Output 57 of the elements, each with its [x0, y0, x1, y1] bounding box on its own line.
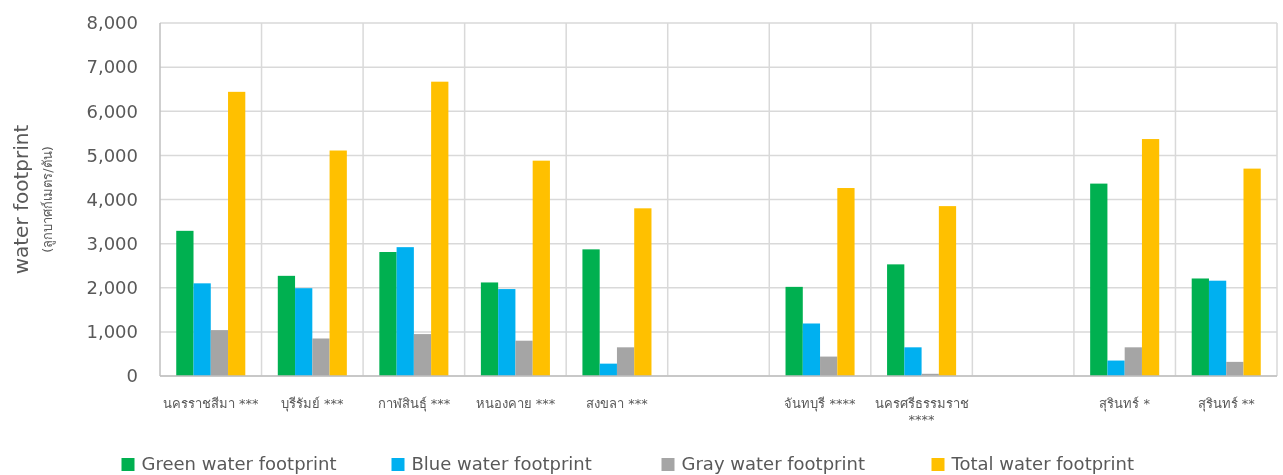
bar — [582, 249, 600, 376]
bar — [1191, 278, 1209, 376]
x-tick-label: กาฬสินธุ์ *** — [377, 396, 451, 412]
bar — [532, 160, 550, 376]
y-tick-label: 4,000 — [86, 188, 138, 210]
y-tick-label: 2,000 — [86, 277, 138, 299]
bar — [820, 356, 838, 376]
bar — [295, 288, 313, 376]
x-tick-label: สงขลา *** — [586, 396, 649, 411]
y-tick-label: 0 — [126, 365, 138, 387]
bar — [1090, 183, 1108, 376]
x-tick-label: นครราชสีมา *** — [162, 396, 260, 411]
bar — [802, 323, 821, 376]
bar — [938, 206, 957, 376]
x-tick-label: บุรีรัมย์ *** — [281, 396, 345, 412]
y-tick-label: 8,000 — [86, 12, 138, 34]
y-tick-label: 7,000 — [86, 56, 138, 78]
bar — [379, 252, 397, 376]
bar — [431, 81, 449, 376]
bar — [176, 230, 194, 376]
bar — [277, 275, 296, 376]
bar — [1208, 280, 1227, 376]
bar — [785, 286, 803, 376]
bar — [887, 264, 905, 376]
bar — [1141, 139, 1160, 376]
bar — [837, 188, 855, 376]
bar — [312, 338, 330, 376]
x-tick-label: จันทบุรี **** — [784, 396, 857, 412]
bar — [228, 91, 246, 376]
legend-label: Blue water footprint — [411, 453, 592, 474]
bar — [1124, 347, 1142, 376]
x-tick-label: สุรินทร์ ** — [1197, 396, 1256, 412]
bar — [616, 347, 635, 376]
legend-label: Green water footprint — [141, 453, 337, 474]
bar — [329, 150, 347, 376]
bar — [396, 247, 414, 376]
bar — [904, 347, 922, 376]
bar — [210, 330, 229, 376]
y-tick-label: 5,000 — [86, 144, 138, 166]
bar — [1107, 360, 1125, 376]
bar — [1243, 168, 1261, 376]
bar — [634, 208, 652, 376]
bar — [193, 283, 211, 376]
bar — [413, 334, 432, 376]
x-tick-label: หนองคาย *** — [475, 396, 556, 411]
x-tick-label: สุรินทร์ * — [1099, 396, 1151, 412]
bar — [480, 282, 499, 376]
y-axis-title: water footprint (ลูกบาศก์เมตร/ตัน) — [9, 124, 56, 275]
x-tick-label: นครศรีธรรมราช **** — [874, 396, 969, 427]
bar — [515, 340, 533, 376]
bar — [498, 289, 516, 376]
legend-label: Gray water footprint — [681, 453, 865, 474]
y-tick-label: 3,000 — [86, 232, 138, 254]
legend-label: Total water footprint — [950, 453, 1134, 474]
bar — [1226, 361, 1244, 376]
y-tick-label: 6,000 — [86, 100, 138, 122]
y-tick-label: 1,000 — [86, 321, 138, 343]
